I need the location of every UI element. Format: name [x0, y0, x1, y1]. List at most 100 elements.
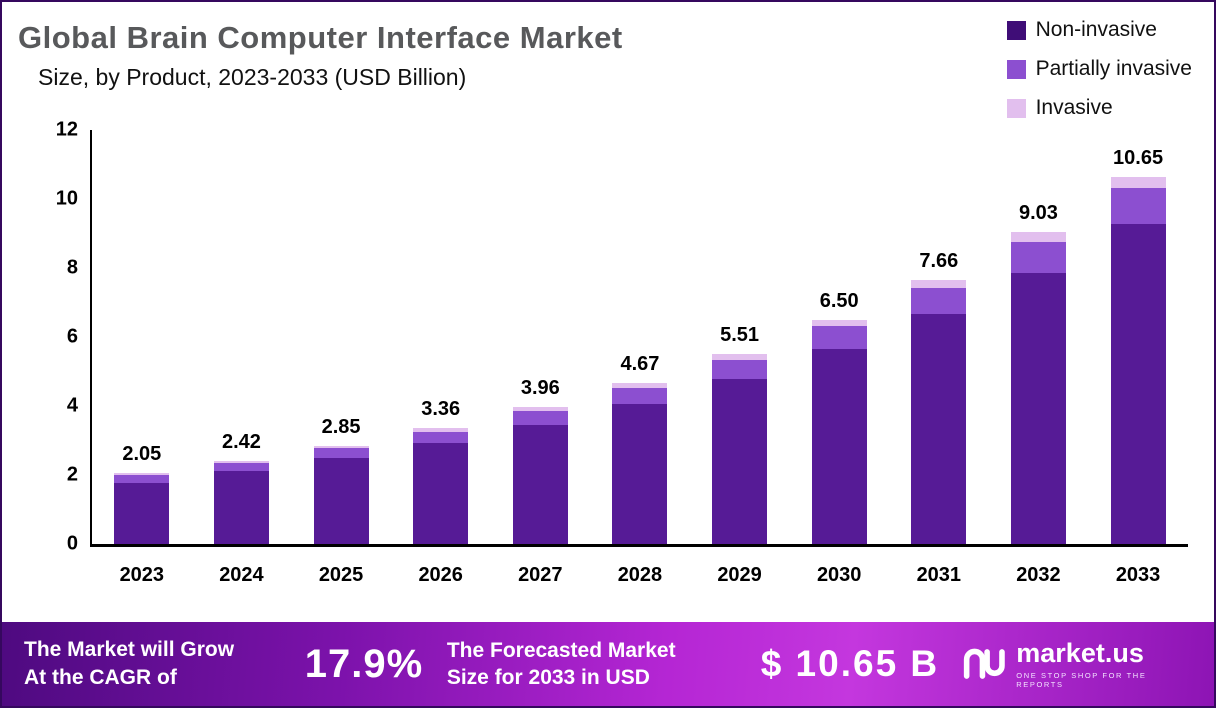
bar-total-label: 7.66	[919, 249, 959, 272]
bar-segment-invasive	[313, 445, 369, 449]
cagr-value: 17.9%	[304, 641, 424, 686]
y-axis-tick-0: 0	[66, 532, 78, 555]
x-axis-label-2023: 2023	[119, 564, 165, 586]
bar-column-2032: 9.03 2032	[1002, 130, 1074, 586]
cagr-caption-line1: The Market will Grow	[24, 637, 235, 661]
plot-area: 2.05 2023 2.42 2024 2.85 2025 3.36 2026 3.96 2027…	[56, 119, 1188, 586]
bar-stack	[1010, 232, 1066, 544]
bar-segment-partially-invasive	[213, 462, 269, 472]
bar-column-2024: 2.42 2024	[205, 130, 277, 586]
bar-total-label: 10.65	[1113, 146, 1164, 169]
bar-stack	[811, 319, 867, 544]
x-axis-label-2030: 2030	[816, 564, 862, 586]
bar-total-label: 2.42	[221, 430, 261, 453]
bar-segment-partially-invasive	[1110, 187, 1166, 225]
x-axis-label-2025: 2025	[318, 564, 364, 586]
x-axis-label-2033: 2033	[1115, 564, 1161, 586]
cagr-caption: The Market will Grow At the CAGR of	[24, 636, 291, 693]
bar-segment-non-invasive	[811, 348, 867, 544]
legend-item-invasive: Invasive	[1006, 96, 1192, 120]
cagr-caption-line2: At the CAGR of	[24, 666, 177, 689]
bar-segment-non-invasive	[1010, 272, 1066, 544]
bar-stack	[313, 445, 369, 544]
bar-total-label: 2.85	[321, 415, 361, 438]
bar-stack	[1110, 176, 1166, 544]
bar-segment-invasive	[712, 353, 768, 360]
bar-stack	[911, 279, 967, 544]
x-axis-label-2026: 2026	[418, 564, 463, 586]
bar-stack	[612, 382, 668, 544]
bar-stack	[114, 473, 170, 544]
legend-swatch	[1006, 59, 1026, 79]
forecast-value: $ 10.65 B	[760, 643, 940, 684]
y-axis-tick-6: 6	[66, 325, 78, 348]
bar-segment-non-invasive	[213, 471, 269, 544]
bar-segment-partially-invasive	[811, 326, 867, 349]
legend-item-partially-invasive: Partially invasive	[1006, 57, 1192, 81]
brand-name: market.us	[1016, 637, 1144, 668]
forecast-caption-line1: The Forecasted Market	[446, 638, 676, 662]
bar-segment-partially-invasive	[612, 387, 668, 404]
bar-segment-invasive	[1110, 176, 1166, 188]
bar-column-2026: 3.36 2026	[405, 130, 477, 586]
x-axis-label-2028: 2028	[617, 564, 663, 586]
bar-segment-invasive	[612, 382, 668, 388]
brand-lockup: market.us ONE STOP SHOP FOR THE REPORTS	[962, 637, 1192, 689]
bar-segment-non-invasive	[1110, 224, 1166, 544]
y-axis-tick-10: 10	[55, 187, 78, 210]
bar-segment-invasive	[512, 407, 568, 412]
brand-tagline: ONE STOP SHOP FOR THE REPORTS	[1016, 670, 1147, 689]
bar-segment-invasive	[1010, 232, 1066, 242]
bar-total-label: 3.96	[520, 377, 560, 400]
bar-stack	[512, 407, 568, 544]
bar-column-2030: 6.50 2030	[803, 130, 875, 586]
bar-segment-partially-invasive	[313, 448, 369, 459]
bar-segment-invasive	[413, 428, 469, 432]
bar-segment-invasive	[911, 279, 967, 288]
x-axis-label-2029: 2029	[717, 564, 762, 586]
y-axis-tick-4: 4	[66, 394, 78, 417]
bar-segment-partially-invasive	[712, 359, 768, 379]
brand-text: market.us ONE STOP SHOP FOR THE REPORTS	[1016, 637, 1192, 689]
bar-column-2031: 7.66 2031	[903, 130, 975, 586]
chart-legend: Non-invasive Partially invasive Invasive	[1006, 18, 1192, 120]
bar-segment-non-invasive	[911, 314, 967, 544]
bar-column-2025: 2.85 2025	[305, 130, 377, 586]
bar-segment-non-invasive	[512, 424, 568, 544]
bar-column-2029: 5.51 2029	[704, 130, 776, 586]
bar-stack	[413, 428, 469, 544]
bar-segment-partially-invasive	[1010, 241, 1066, 273]
bar-segment-invasive	[811, 319, 867, 327]
legend-label: Non-invasive	[1035, 18, 1157, 41]
bar-column-2027: 3.96 2027	[504, 130, 576, 586]
bar-segment-partially-invasive	[413, 431, 469, 444]
bar-segment-non-invasive	[114, 482, 170, 544]
y-axis-tick-2: 2	[66, 463, 78, 486]
legend-label: Partially invasive	[1035, 57, 1192, 80]
bar-segment-non-invasive	[313, 458, 369, 544]
footer-banner: The Market will Grow At the CAGR of 17.9…	[2, 622, 1214, 706]
bar-segment-invasive	[114, 473, 170, 476]
bar-stack	[213, 460, 269, 544]
page-subtitle: Size, by Product, 2023-2033 (USD Billion…	[38, 64, 467, 90]
legend-swatch	[1006, 98, 1026, 118]
x-axis-label-2027: 2027	[518, 564, 563, 586]
bar-total-label: 5.51	[720, 323, 760, 346]
bar-segment-non-invasive	[413, 443, 469, 544]
forecast-caption-line2: Size for 2033 in USD	[446, 666, 650, 689]
marketus-logo-icon	[963, 648, 1005, 679]
bar-total-label: 9.03	[1018, 202, 1058, 225]
page-title: Global Brain Computer Interface Market	[18, 20, 623, 55]
bar-column-2023: 2.05 2023	[106, 130, 178, 586]
legend-label: Invasive	[1035, 96, 1113, 119]
bar-column-2033: 10.65 2033	[1102, 130, 1174, 586]
x-axis-label-2024: 2024	[219, 564, 264, 586]
bar-total-label: 3.36	[421, 398, 461, 421]
bar-total-label: 2.05	[122, 443, 162, 466]
bar-segment-non-invasive	[712, 378, 768, 544]
bar-segment-partially-invasive	[911, 287, 967, 315]
bar-total-label: 6.50	[819, 289, 859, 312]
bars-container: 2.05 2023 2.42 2024 2.85 2025 3.36 2026 3.96 2027…	[92, 130, 1188, 586]
y-axis-tick-8: 8	[66, 256, 78, 279]
